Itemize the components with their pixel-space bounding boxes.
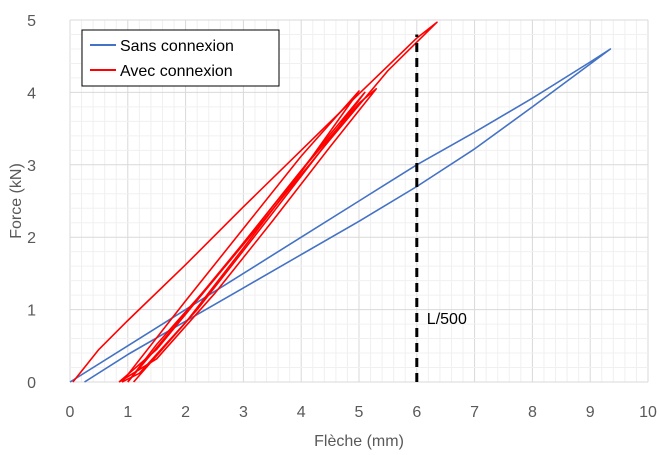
series-sans-connexion xyxy=(69,48,612,383)
series-avec-connexion xyxy=(72,21,438,383)
reference-line-label: L/500 xyxy=(427,311,467,328)
x-tick-label: 10 xyxy=(639,404,657,421)
x-tick-label: 9 xyxy=(586,404,595,421)
legend-label-sans-connexion: Sans connexion xyxy=(120,38,234,55)
series-layer xyxy=(69,21,612,383)
y-tick-label: 3 xyxy=(27,158,36,175)
legend-box xyxy=(81,29,280,87)
y-tick-label: 5 xyxy=(27,13,36,30)
x-tick-label: 7 xyxy=(470,404,479,421)
y-tick-label: 0 xyxy=(27,375,36,392)
x-axis-title: Flèche (mm) xyxy=(314,433,404,450)
x-tick-label: 5 xyxy=(355,404,364,421)
y-tick-label: 2 xyxy=(27,230,36,247)
legend-label-avec-connexion: Avec connexion xyxy=(120,63,233,80)
x-tick-label: 6 xyxy=(412,404,421,421)
legend: Sans connexion Avec connexion xyxy=(81,29,280,87)
x-tick-label: 0 xyxy=(66,404,75,421)
y-tick-label: 4 xyxy=(27,85,36,102)
x-tick-label: 3 xyxy=(239,404,248,421)
x-tick-label: 1 xyxy=(123,404,132,421)
x-tick-label: 4 xyxy=(297,404,306,421)
y-axis-title: Force (kN) xyxy=(8,163,25,239)
reference-line-layer: L/500 xyxy=(415,34,467,382)
y-tick-label: 1 xyxy=(27,303,36,320)
series-sans-connexion-loop-1 xyxy=(69,48,612,383)
x-tick-label: 2 xyxy=(181,404,190,421)
x-tick-label: 8 xyxy=(528,404,537,421)
series-avec-connexion-loop-4 xyxy=(121,90,360,383)
tick-labels: 0 1 2 3 4 5 6 7 8 9 10 0 1 2 3 4 5 xyxy=(27,13,657,421)
